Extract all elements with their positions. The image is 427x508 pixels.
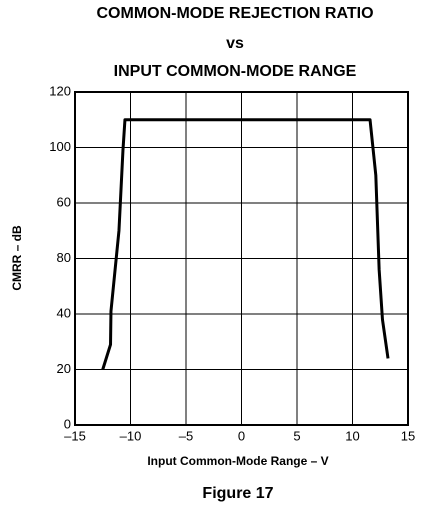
x-tick-label: –15 <box>64 428 86 443</box>
data-line <box>101 118 390 370</box>
plot-frame <box>74 91 409 426</box>
chart-title: INPUT COMMON-MODE RANGE <box>114 63 357 80</box>
y-tick-label: 40 <box>57 305 71 320</box>
x-tick-label: 5 <box>293 428 300 443</box>
caption: Figure 17 <box>202 485 273 502</box>
x-tick-label: –5 <box>179 428 193 443</box>
y-tick-label: 80 <box>57 250 71 265</box>
y-tick-label: 0 <box>64 416 71 431</box>
y-tick-label: 20 <box>57 361 71 376</box>
y-axis-label: CMRR – dB <box>10 225 24 291</box>
x-tick-label: 15 <box>401 428 415 443</box>
y-tick-label: 100 <box>49 139 71 154</box>
y-tick-label: 60 <box>57 194 71 209</box>
x-tick-label: 10 <box>345 428 359 443</box>
x-tick-label: –10 <box>120 428 142 443</box>
x-axis-label: Input Common-Mode Range – V <box>147 454 328 468</box>
y-tick-label: 120 <box>49 83 71 98</box>
chart-title: COMMON-MODE REJECTION RATIO <box>96 5 373 22</box>
chart-title: vs <box>226 35 244 52</box>
x-tick-label: 0 <box>238 428 245 443</box>
